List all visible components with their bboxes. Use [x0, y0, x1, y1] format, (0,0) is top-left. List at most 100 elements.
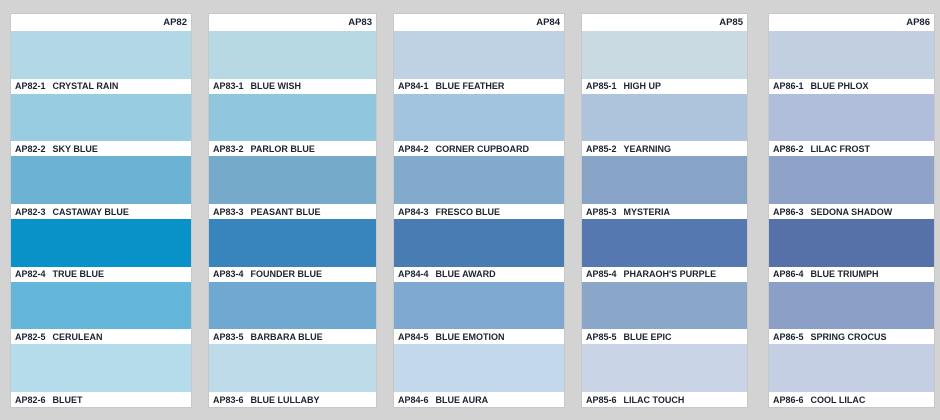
- swatch-label: AP86-1 BLUE PHLOX: [769, 78, 934, 94]
- swatch-code: AP83-3: [213, 206, 244, 217]
- swatch-label: AP82-4 TRUE BLUE: [11, 266, 191, 282]
- color-card-ap85: AP85 AP85-1 HIGH UP AP85-2 YEARNING AP85-3…: [582, 14, 747, 408]
- color-swatch: [394, 219, 564, 267]
- swatch-code: AP84-2: [398, 143, 429, 154]
- swatch-code: AP84-5: [398, 331, 429, 342]
- swatch-name: BLUE EPIC: [623, 331, 672, 342]
- swatch-label: AP85-4 PHARAOH'S PURPLE: [582, 266, 747, 282]
- swatch-label: AP86-5 SPRING CROCUS: [769, 329, 934, 345]
- swatch-label: AP84-2 CORNER CUPBOARD: [394, 141, 564, 157]
- swatch-code: AP86-5: [773, 331, 804, 342]
- swatch-name: CERULEAN: [52, 331, 103, 342]
- swatch-code: AP85-5: [586, 331, 617, 342]
- color-card-ap83: AP83 AP83-1 BLUE WISH AP83-2 PARLOR BLUE A…: [209, 14, 376, 408]
- color-swatch: [394, 281, 564, 330]
- swatch-code: AP86-6: [773, 394, 804, 405]
- swatch-name: FRESCO BLUE: [435, 206, 501, 217]
- swatch-code: AP82-4: [15, 269, 46, 280]
- swatch-label: AP83-4 FOUNDER BLUE: [209, 266, 376, 282]
- swatch-label: AP82-5 CERULEAN: [11, 329, 191, 345]
- swatch-name: BLUE WISH: [250, 81, 302, 92]
- color-swatch: [394, 344, 564, 393]
- swatch-name: FOUNDER BLUE: [250, 269, 323, 280]
- card-code: AP84: [394, 14, 564, 31]
- swatch-label: AP83-3 PEASANT BLUE: [209, 204, 376, 220]
- swatch-code: AP85-4: [586, 269, 617, 280]
- card-code: AP83: [209, 14, 376, 31]
- swatch-label: AP85-5 BLUE EPIC: [582, 329, 747, 345]
- swatch-label: AP86-6 COOL LILAC: [769, 392, 934, 408]
- swatch-code: AP84-1: [398, 81, 429, 92]
- swatch-code: AP82-2: [15, 143, 46, 154]
- swatch-label: AP82-1 CRYSTAL RAIN: [11, 78, 191, 94]
- swatch-name: BLUE FEATHER: [435, 81, 505, 92]
- swatch-label: AP85-1 HIGH UP: [582, 78, 747, 94]
- swatch-label: AP84-6 BLUE AURA: [394, 392, 564, 408]
- swatch-name: CORNER CUPBOARD: [435, 143, 530, 154]
- swatch-code: AP84-3: [398, 206, 429, 217]
- swatch-code: AP84-6: [398, 394, 429, 405]
- swatch-name: BLUE EMOTION: [435, 331, 505, 342]
- swatch-name: PHARAOH'S PURPLE: [623, 269, 717, 280]
- color-swatch: [769, 156, 934, 205]
- swatch-name: CRYSTAL RAIN: [52, 81, 119, 92]
- swatch-name: COOL LILAC: [810, 394, 866, 405]
- color-swatch: [11, 344, 191, 393]
- swatch-code: AP83-5: [213, 331, 244, 342]
- swatch-code: AP86-1: [773, 81, 804, 92]
- swatch-name: BARBARA BLUE: [250, 331, 323, 342]
- swatch-name: TRUE BLUE: [52, 269, 105, 280]
- color-swatch: [11, 31, 191, 79]
- color-swatch: [582, 156, 747, 205]
- swatch-code: AP83-1: [213, 81, 244, 92]
- color-swatch: [582, 219, 747, 267]
- swatch-code: AP85-1: [586, 81, 617, 92]
- swatch-name: HIGH UP: [623, 81, 662, 92]
- color-swatch: [209, 31, 376, 79]
- swatch-label: AP82-2 SKY BLUE: [11, 141, 191, 157]
- color-swatch: [11, 156, 191, 205]
- swatch-label: AP85-6 LILAC TOUCH: [582, 392, 747, 408]
- swatch-name: SEDONA SHADOW: [810, 206, 893, 217]
- swatch-label: AP85-3 MYSTERIA: [582, 204, 747, 220]
- swatch-label: AP84-5 BLUE EMOTION: [394, 329, 564, 345]
- swatch-name: BLUE AWARD: [435, 269, 496, 280]
- swatch-name: MYSTERIA: [623, 206, 671, 217]
- color-swatch: [582, 31, 747, 79]
- color-swatch: [769, 344, 934, 393]
- color-swatch: [582, 93, 747, 142]
- swatch-name: SPRING CROCUS: [810, 331, 887, 342]
- swatch-label: AP86-4 BLUE TRIUMPH: [769, 266, 934, 282]
- swatch-code: AP82-6: [15, 394, 46, 405]
- color-swatch: [769, 31, 934, 79]
- swatch-name: CASTAWAY BLUE: [52, 206, 129, 217]
- swatch-code: AP86-4: [773, 269, 804, 280]
- swatch-label: AP83-5 BARBARA BLUE: [209, 329, 376, 345]
- swatch-name: PARLOR BLUE: [250, 143, 315, 154]
- swatch-label: AP84-4 BLUE AWARD: [394, 266, 564, 282]
- swatch-name: BLUE TRIUMPH: [810, 269, 879, 280]
- swatch-label: AP83-1 BLUE WISH: [209, 78, 376, 94]
- color-swatch: [394, 31, 564, 79]
- swatch-label: AP84-1 BLUE FEATHER: [394, 78, 564, 94]
- swatch-code: AP83-6: [213, 394, 244, 405]
- swatch-label: AP83-6 BLUE LULLABY: [209, 392, 376, 408]
- swatch-label: AP86-3 SEDONA SHADOW: [769, 204, 934, 220]
- color-swatch: [769, 219, 934, 267]
- swatch-code: AP85-2: [586, 143, 617, 154]
- color-card-ap86: AP86 AP86-1 BLUE PHLOX AP86-2 LILAC FROST …: [769, 14, 934, 408]
- color-card-ap84: AP84 AP84-1 BLUE FEATHER AP84-2 CORNER CUP…: [394, 14, 564, 408]
- swatch-name: BLUE PHLOX: [810, 81, 869, 92]
- color-swatch: [209, 281, 376, 330]
- swatch-code: AP85-3: [586, 206, 617, 217]
- color-swatch: [209, 156, 376, 205]
- color-swatch: [209, 93, 376, 142]
- card-code: AP85: [582, 14, 747, 31]
- color-swatch: [209, 219, 376, 267]
- swatch-name: BLUE AURA: [435, 394, 489, 405]
- color-swatch: [11, 93, 191, 142]
- swatch-label: AP82-3 CASTAWAY BLUE: [11, 204, 191, 220]
- swatch-name: PEASANT BLUE: [250, 206, 321, 217]
- swatch-label: AP83-2 PARLOR BLUE: [209, 141, 376, 157]
